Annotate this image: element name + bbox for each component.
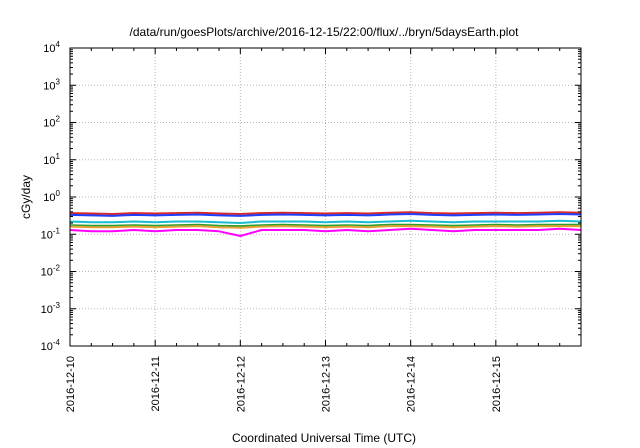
y-tick-label: 10-1 [41, 226, 61, 241]
series-group [69, 211, 582, 237]
x-tick-label: 2016-12-14 [406, 356, 418, 412]
y-tick-label: 10-3 [41, 301, 61, 316]
x-axis-label: Coordinated Universal Time (UTC) [232, 431, 416, 445]
grid [70, 48, 581, 346]
x-tick-label: 2016-12-12 [235, 356, 247, 412]
y-tick-label: 104 [43, 40, 60, 55]
series-line [69, 213, 582, 217]
x-tick-label: 2016-12-15 [491, 356, 503, 412]
y-tick-label: 103 [43, 77, 60, 92]
y-axis: 10-4 10-3 10-2 10-1 100 101 102 103 104 [41, 40, 581, 353]
x-tick-label: 2016-12-13 [321, 356, 333, 412]
y-tick-label: 102 [43, 115, 60, 130]
series-line [69, 227, 582, 237]
series-line [69, 211, 582, 215]
y-tick-label: 10-2 [41, 264, 61, 279]
series-line [69, 225, 581, 229]
series-line [69, 219, 582, 224]
x-tick-label: 2016-12-11 [150, 356, 162, 411]
y-tick-label: 101 [43, 152, 60, 167]
chart-title: /data/run/goesPlots/archive/2016-12-15/2… [130, 25, 520, 39]
y-tick-label: 10-4 [41, 338, 61, 353]
x-tick-label: 2016-12-10 [65, 356, 77, 412]
y-axis-label: cGy/day [19, 175, 33, 219]
y-tick-label: 100 [43, 189, 60, 204]
series-line [69, 223, 581, 228]
x-axis: 2016-12-10 2016-12-11 2016-12-12 2016-12-13… [65, 48, 561, 412]
